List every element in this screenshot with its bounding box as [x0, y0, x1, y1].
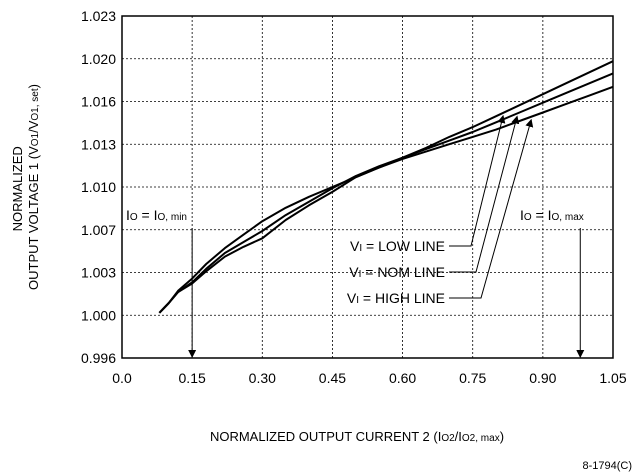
io-equals: = I [138, 207, 158, 223]
nom-line-label: VI = NOM LINE [349, 264, 445, 280]
io-symbol: I [520, 207, 524, 223]
vi-subscript: I [356, 295, 359, 306]
x-tick-label: 0.75 [459, 370, 486, 386]
y-tick-label: 1.007 [81, 222, 116, 238]
io-limit-subscript: O, max [552, 212, 584, 223]
vi-subscript: I [359, 243, 362, 254]
series-lines [158, 60, 614, 314]
y-tick-label: 1.023 [81, 8, 116, 24]
figure-code: 8-1794(C) [582, 460, 632, 472]
series-line-nom-line [158, 72, 614, 314]
grid [122, 16, 613, 358]
high-line-label: VI = HIGH LINE [347, 290, 445, 306]
low-line-label: VI = LOW LINE [350, 238, 445, 254]
y-tick-label: 1.010 [81, 179, 116, 195]
line-level-text: = NOM LINE [361, 264, 445, 280]
high-line-label-leader [449, 118, 534, 299]
vi-symbol: V [350, 238, 360, 254]
io-limit-subscript: O, min [158, 212, 187, 223]
y-tick-label: 1.000 [81, 307, 116, 323]
io-min-label: IO = IO, min [126, 207, 187, 223]
io-subscript: O [130, 212, 138, 223]
vi-symbol: V [349, 264, 359, 280]
y-axis-ticks: 0.996 1.000 1.003 1.007 1.010 1.013 1.016 1.020… [81, 8, 116, 366]
x-axis-title: NORMALIZED OUTPUT CURRENT 2 (IO2/IO2, ma… [210, 429, 504, 444]
vi-subscript: I [359, 269, 362, 280]
x-tick-label: 0.30 [249, 370, 276, 386]
io-equals: = I [532, 207, 552, 223]
x-tick-label: 0.0 [112, 370, 132, 386]
y-tick-label: 1.016 [81, 94, 116, 110]
y-axis-title: NORMALIZED OUTPUT VOLTAGE 1 (VO1/VO1, se… [10, 84, 41, 290]
io-subscript: O [524, 212, 532, 223]
low-line-label-leader [449, 114, 506, 247]
y-axis-title-line2: OUTPUT VOLTAGE 1 (VO1/VO1, set) [26, 84, 41, 290]
x-tick-label: 0.60 [389, 370, 416, 386]
io-max-label: IO = IO, max [520, 207, 584, 223]
x-tick-label: 0.45 [319, 370, 346, 386]
line-level-text: = HIGH LINE [359, 290, 445, 306]
y-tick-label: 1.013 [81, 136, 116, 152]
plot-frame [121, 15, 614, 359]
x-tick-label: 0.15 [179, 370, 206, 386]
io-symbol: I [126, 207, 130, 223]
vi-symbol: V [347, 290, 357, 306]
y-tick-label: 1.003 [81, 265, 116, 281]
x-tick-label: 1.05 [599, 370, 626, 386]
series-line-high-line [158, 85, 614, 314]
y-tick-label: 1.020 [81, 51, 116, 67]
line-level-text: = LOW LINE [362, 238, 445, 254]
x-axis-ticks: 0.0 0.15 0.30 0.45 0.60 0.75 0.90 1.05 [112, 370, 627, 386]
nom-line-label-leader [449, 115, 520, 273]
y-axis-title-line1: NORMALIZED [10, 146, 25, 231]
y-tick-label: 0.996 [81, 350, 116, 366]
x-tick-label: 0.90 [529, 370, 556, 386]
